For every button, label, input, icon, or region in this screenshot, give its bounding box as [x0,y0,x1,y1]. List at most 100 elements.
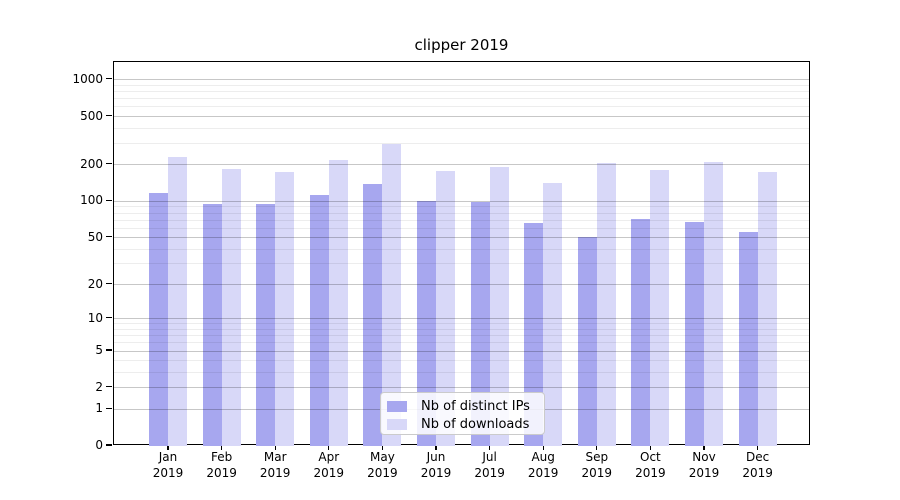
legend-label-distinct-ips: Nb of distinct IPs [421,398,530,414]
x-tick-label-dec: Dec 2019 [742,450,773,480]
bar-nb-of-downloads-dec [757,172,777,446]
legend-label-downloads: Nb of downloads [421,416,530,432]
x-tick-mark-apr [328,445,330,450]
bar-nb-of-distinct-ips-mar [256,203,276,446]
x-tick-mark-jul [489,445,491,450]
gridline-minor-8 [114,329,809,331]
bar-nb-of-distinct-ips-dec [738,231,758,446]
y-tick-label-5: 5 [95,343,103,358]
x-tick-label-jul: Jul 2019 [474,450,505,480]
x-tick-mark-may [381,445,383,450]
bar-nb-of-downloads-mar [275,172,295,446]
gridline-200 [114,164,809,166]
y-tick-label-200: 200 [80,156,103,171]
legend: Nb of distinct IPs Nb of downloads [380,392,545,435]
bar-nb-of-distinct-ips-jan [149,193,168,446]
gridline-minor-300 [114,143,809,144]
bar-nb-of-distinct-ips-nov [685,221,704,446]
x-tick-mark-jan [167,445,169,450]
legend-item-downloads: Nb of downloads [387,415,538,433]
y-tick-label-500: 500 [80,108,103,123]
y-tick-label-1000: 1000 [72,71,103,86]
x-tick-label-sep: Sep 2019 [581,450,613,480]
y-tick-mark-100 [106,199,112,201]
gridline-minor-40 [114,248,809,250]
y-tick-label-10: 10 [87,310,103,325]
gridline-minor-400 [114,127,809,129]
gridline-minor-3 [114,372,809,374]
y-tick-mark-1 [106,407,112,409]
gridline-minor-900 [114,84,809,86]
x-tick-mark-jun [435,445,437,450]
gridline-minor-60 [114,227,809,229]
x-tick-mark-sep [596,445,598,450]
x-tick-label-jun: Jun 2019 [420,450,452,480]
x-tick-mark-feb [221,445,223,450]
gridline-minor-800 [114,91,809,93]
y-tick-mark-0 [106,444,112,446]
bar-nb-of-downloads-aug [543,183,563,446]
bar-nb-of-downloads-apr [328,159,348,446]
x-tick-label-apr: Apr 2019 [313,450,345,480]
y-tick-mark-200 [106,163,112,165]
y-tick-label-50: 50 [87,229,103,244]
gridline-minor-70 [114,219,809,221]
x-tick-label-nov: Nov 2019 [688,450,720,480]
legend-swatch-distinct-ips [387,400,407,412]
y-tick-mark-10 [106,317,112,319]
gridline-1000 [114,79,809,81]
x-tick-label-may: May 2019 [367,450,398,480]
bar-nb-of-downloads-feb [221,169,241,446]
x-tick-label-oct: Oct 2019 [635,450,666,480]
gridline-minor-4 [114,360,809,362]
grid-layer [114,62,809,444]
bar-nb-of-downloads-jan [168,157,187,446]
x-tick-mark-dec [757,445,759,450]
x-tick-mark-mar [274,445,276,450]
bar-nb-of-downloads-oct [650,169,670,446]
y-tick-label-0: 0 [95,438,103,452]
y-tick-mark-50 [106,236,112,238]
gridline-10 [114,318,809,320]
bar-nb-of-downloads-nov [704,162,723,446]
gridline-minor-700 [114,98,809,100]
bar-nb-of-distinct-ips-feb [202,203,222,446]
gridline-minor-80 [114,212,809,214]
y-tick-label-20: 20 [87,276,103,291]
y-tick-mark-500 [106,114,112,117]
x-tick-label-aug: Aug 2019 [527,450,559,480]
bar-nb-of-distinct-ips-sep [577,236,597,446]
gridline-minor-7 [114,335,809,337]
bars-layer [114,62,809,446]
y-tick-label-2: 2 [95,379,103,394]
y-tick-label-1: 1 [95,401,103,416]
y-tick-mark-1000 [106,78,112,80]
y-tick-mark-2 [106,386,112,388]
bar-nb-of-downloads-sep [596,163,616,446]
x-tick-mark-oct [649,445,651,450]
gridline-5 [114,350,809,352]
gridline-minor-90 [114,206,809,208]
x-tick-mark-aug [542,445,544,450]
legend-swatch-downloads [387,418,407,430]
x-tick-label-feb: Feb 2019 [206,450,237,480]
plot-area [113,61,810,446]
legend-item-distinct-ips: Nb of distinct IPs [387,397,538,415]
gridline-2 [114,387,809,389]
chart-title: clipper 2019 [414,36,509,54]
x-tick-label-mar: Mar 2019 [259,450,291,480]
y-tick-mark-5 [106,349,112,351]
bar-nb-of-distinct-ips-apr [309,194,329,446]
gridline-minor-600 [114,106,809,108]
gridline-100 [114,200,809,202]
gridline-minor-9 [114,323,809,325]
y-tick-label-100: 100 [80,193,103,208]
gridline-minor-6 [114,342,809,344]
x-tick-mark-nov [703,445,705,450]
gridline-50 [114,237,809,239]
gridline-20 [114,284,809,286]
bar-nb-of-distinct-ips-oct [631,218,651,446]
y-tick-mark-20 [106,283,112,285]
gridline-500 [114,116,809,117]
